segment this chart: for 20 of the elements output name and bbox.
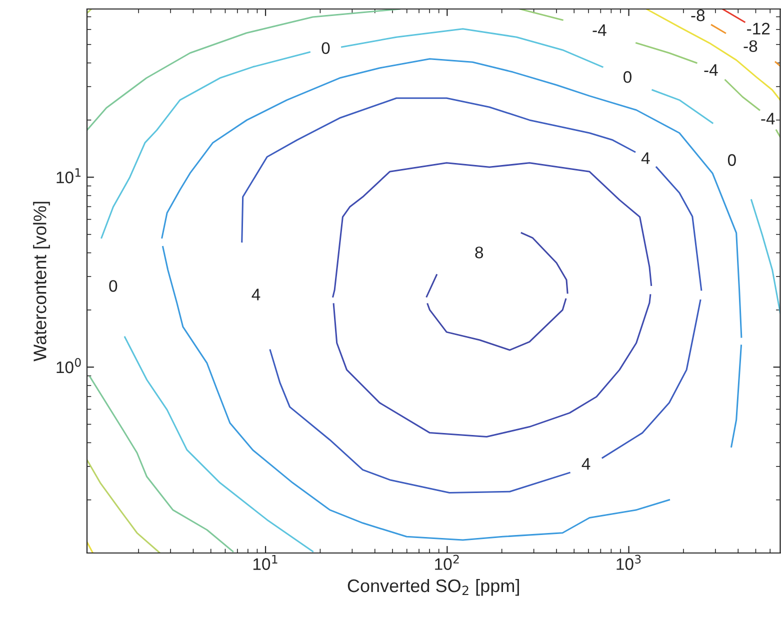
- x-tick-label: 10$^{3}$: [616, 554, 641, 570]
- annotation: -12: [747, 22, 770, 34]
- annotation: -8: [691, 9, 705, 22]
- annotation: -4: [704, 64, 718, 76]
- annotation: 0: [109, 280, 118, 292]
- annotation: -4: [761, 112, 775, 124]
- x-axis-title: Converted SO$_{2}$ [ppm]: [348, 578, 519, 596]
- annotation: 8: [475, 246, 484, 258]
- annotation: 0: [728, 154, 736, 166]
- annotation: -4: [592, 24, 606, 36]
- annotation: -8: [744, 40, 758, 52]
- annotation: 0: [322, 42, 330, 54]
- y-axis-title: Watercontent [vol%]: [33, 202, 50, 362]
- annotation: 4: [252, 288, 260, 300]
- x-tick-label: 10$^{1}$: [253, 554, 278, 570]
- y-tick-label: 10$^{0}$: [56, 358, 81, 374]
- x-tick-label: 10$^{2}$: [435, 554, 459, 570]
- annotation: 0: [624, 71, 632, 83]
- annotation: 4: [641, 152, 650, 164]
- annotation: 4: [582, 458, 590, 470]
